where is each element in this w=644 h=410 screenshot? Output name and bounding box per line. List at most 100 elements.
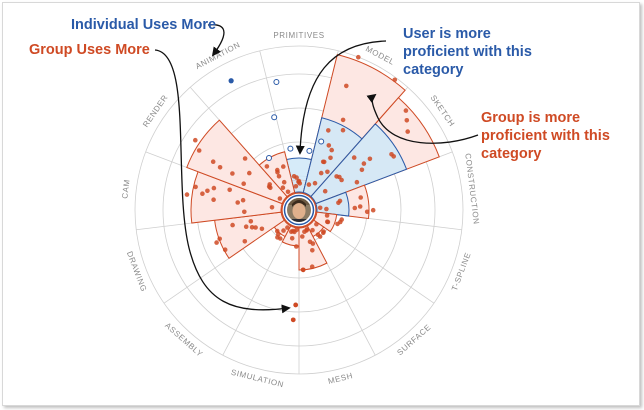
center-avatar bbox=[281, 192, 317, 228]
arrow-individual-uses-more bbox=[207, 24, 225, 57]
user-dot bbox=[306, 147, 313, 154]
group-dot bbox=[294, 244, 299, 249]
group-dot bbox=[211, 185, 217, 191]
group-dot bbox=[352, 205, 358, 211]
group-dot bbox=[259, 226, 265, 232]
grid-spoke bbox=[313, 219, 435, 304]
group-dot bbox=[307, 239, 313, 245]
group-dot bbox=[344, 83, 349, 89]
group-dot bbox=[337, 198, 343, 204]
annotation-arrows bbox=[154, 24, 479, 314]
group-uses-more-label: Group Uses More bbox=[29, 42, 150, 58]
category-label: SIMULATION bbox=[230, 368, 285, 390]
group-dot bbox=[278, 236, 283, 241]
group-dot bbox=[247, 170, 252, 176]
group-dot bbox=[217, 165, 223, 170]
group-dot bbox=[222, 247, 228, 252]
group-dot bbox=[193, 137, 198, 143]
group-dot bbox=[300, 234, 305, 239]
arrow-user-more-proficient bbox=[295, 40, 387, 155]
group-dot bbox=[184, 192, 190, 197]
group-dot bbox=[312, 180, 318, 186]
category-label: MESH bbox=[327, 371, 354, 386]
group-dot bbox=[210, 159, 216, 164]
group-dot bbox=[276, 174, 282, 179]
group-dot bbox=[281, 179, 287, 185]
group-dot bbox=[217, 236, 222, 242]
group-dot bbox=[322, 188, 328, 194]
group-dot bbox=[242, 239, 248, 244]
group-dot bbox=[405, 129, 411, 134]
user-more-proficient-line: User is more bbox=[403, 26, 491, 42]
group-dot bbox=[277, 196, 283, 201]
group-dot bbox=[300, 267, 306, 273]
group-dot bbox=[403, 108, 409, 113]
group-dot bbox=[392, 77, 398, 83]
group-dot bbox=[326, 143, 332, 148]
usage-dots bbox=[184, 54, 411, 323]
group-dot bbox=[318, 170, 324, 176]
group-dot bbox=[310, 227, 315, 233]
group-dot bbox=[253, 225, 258, 230]
group-dot bbox=[294, 175, 299, 180]
group-dot bbox=[241, 181, 246, 186]
group-dot bbox=[310, 248, 315, 253]
individual-dot bbox=[228, 78, 234, 84]
group-dot bbox=[235, 200, 240, 205]
group-dot bbox=[242, 156, 248, 161]
group-dot bbox=[367, 156, 373, 162]
group-dot bbox=[314, 221, 319, 227]
group-dot bbox=[293, 302, 299, 308]
group-dot bbox=[361, 161, 367, 166]
group-dot bbox=[324, 206, 329, 212]
user-more-proficient-line: category bbox=[403, 62, 464, 78]
group-more-proficient-line: category bbox=[481, 146, 542, 162]
group-dot bbox=[389, 152, 394, 157]
group-dot bbox=[275, 228, 280, 234]
group-dot bbox=[264, 164, 270, 169]
group-dot bbox=[230, 171, 235, 176]
group-dot bbox=[249, 225, 255, 230]
group-dot bbox=[281, 164, 286, 169]
user-dot bbox=[271, 114, 278, 121]
avatar bbox=[287, 198, 311, 222]
group-dot bbox=[297, 181, 303, 186]
group-dot bbox=[292, 229, 297, 235]
group-dot bbox=[240, 197, 246, 203]
group-dot bbox=[248, 219, 254, 224]
group-dot bbox=[317, 205, 323, 211]
group-dot bbox=[290, 317, 296, 323]
user-dot bbox=[273, 79, 280, 85]
group-dot bbox=[275, 167, 280, 173]
user-more-proficient-line: proficient with this bbox=[403, 44, 532, 60]
user-dot bbox=[287, 145, 294, 152]
individual-uses-more-label: Individual Uses More bbox=[71, 17, 217, 33]
group-dot bbox=[302, 229, 307, 234]
group-wedge bbox=[298, 225, 328, 271]
group-dot bbox=[227, 187, 232, 193]
group-dot bbox=[320, 159, 326, 165]
group-dot bbox=[404, 118, 410, 123]
group-dot bbox=[325, 219, 331, 225]
group-more-proficient-label: Group is more proficient with this categ… bbox=[481, 109, 610, 163]
group-dot bbox=[339, 217, 345, 222]
group-dot bbox=[285, 189, 291, 195]
user-dot bbox=[318, 138, 325, 145]
group-dot bbox=[351, 155, 357, 160]
category-label: SKETCH bbox=[429, 94, 457, 129]
group-dot bbox=[335, 221, 340, 227]
group-more-proficient-line: proficient with this bbox=[481, 128, 610, 144]
group-dot bbox=[354, 179, 360, 185]
group-dot bbox=[285, 225, 290, 230]
group-dot bbox=[356, 54, 361, 60]
group-dot bbox=[214, 240, 219, 245]
category-label: CONSTRUCTION bbox=[463, 153, 481, 225]
category-label: T-SPLINE bbox=[450, 251, 473, 292]
user-dot bbox=[266, 155, 272, 161]
group-dot bbox=[364, 209, 370, 215]
group-dot bbox=[340, 127, 346, 133]
group-dot bbox=[328, 155, 333, 161]
group-dot bbox=[337, 174, 342, 180]
group-dot bbox=[359, 167, 365, 173]
category-label: CAM bbox=[120, 179, 131, 200]
